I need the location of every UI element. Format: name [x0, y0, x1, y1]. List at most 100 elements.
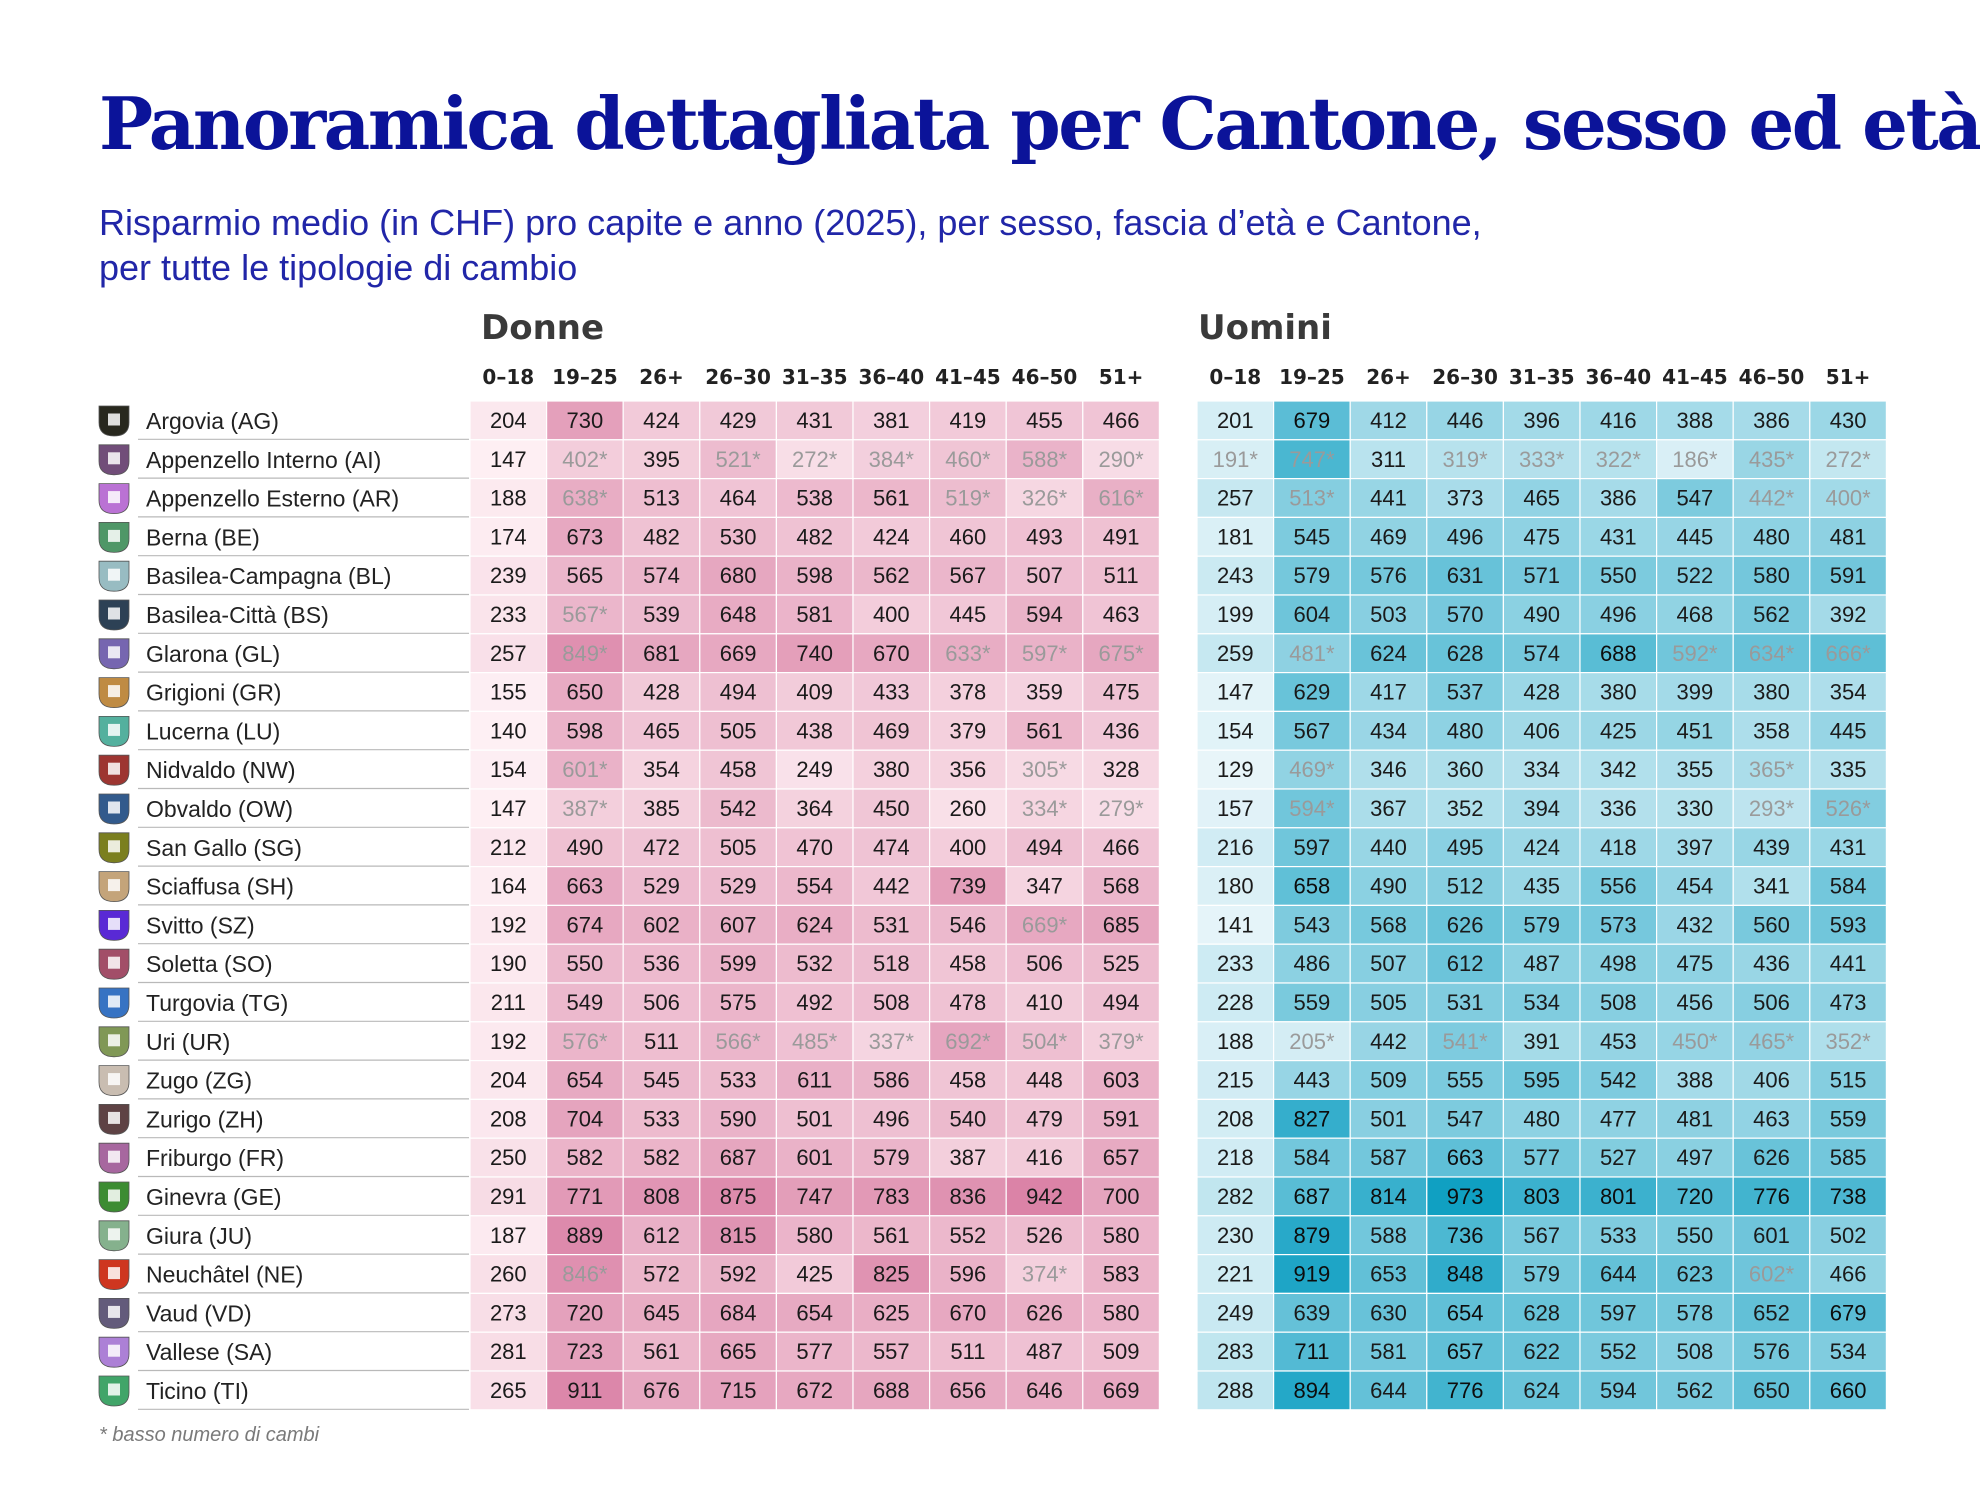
heatmap-cell — [1732, 439, 1811, 480]
heatmap-cell — [1655, 943, 1734, 984]
heatmap-cell — [1349, 1137, 1428, 1178]
cell-value: 186* — [1672, 447, 1718, 472]
cell-value: 164 — [490, 874, 527, 899]
cell-value: 354 — [1830, 680, 1867, 705]
heatmap-cell — [622, 478, 701, 519]
cell-value: 568 — [1103, 874, 1140, 899]
cell-value: 568 — [1370, 912, 1407, 937]
cell-value: 204 — [490, 1068, 527, 1093]
cell-value: 367 — [1370, 796, 1407, 821]
heatmap-cell — [1502, 400, 1581, 441]
heatmap-cell — [1426, 1137, 1505, 1178]
cell-value: 400 — [873, 602, 910, 627]
cell-value: 501 — [1370, 1106, 1407, 1131]
cell-value: 549 — [567, 990, 604, 1015]
heatmap-cell — [1349, 982, 1428, 1023]
cell-value: 386 — [1753, 408, 1790, 433]
cell-value: 598 — [567, 718, 604, 743]
cell-value: 602* — [1749, 1262, 1795, 1287]
canton-row-8: Grigioni (GR) — [98, 677, 469, 712]
heatmap-cell — [1809, 788, 1888, 829]
cell-value: 416 — [1600, 408, 1637, 433]
crest-giura-icon-detail — [108, 1228, 120, 1241]
cell-value: 259 — [1217, 641, 1254, 666]
cell-value: 311 — [1371, 447, 1406, 472]
cell-value: 738 — [1830, 1184, 1867, 1209]
cell-value: 429 — [720, 408, 757, 433]
heatmap-cell — [1082, 788, 1161, 829]
col-header-donne-9: 51+ — [1099, 365, 1144, 389]
heatmap-cell — [1502, 982, 1581, 1023]
cell-value: 684 — [720, 1300, 757, 1325]
cell-value: 827 — [1294, 1106, 1331, 1131]
cell-value: 506 — [1753, 990, 1790, 1015]
cell-value: 379 — [950, 718, 987, 743]
crest-basilea-citta-icon-detail — [108, 607, 120, 620]
cell-value: 730 — [567, 408, 604, 433]
cell-value: 450* — [1672, 1029, 1718, 1054]
heatmap-cell — [622, 1331, 701, 1372]
cell-value: 601 — [796, 1145, 833, 1170]
cell-value: 490 — [1523, 602, 1560, 627]
cell-value: 518 — [873, 951, 910, 976]
cell-value: 436 — [1103, 718, 1140, 743]
cell-value: 576 — [1753, 1339, 1790, 1364]
heatmap-cell — [928, 1176, 1007, 1217]
cell-value: 630 — [1370, 1300, 1407, 1325]
heatmap-cell — [469, 1137, 548, 1178]
cell-value: 140 — [490, 718, 527, 743]
cell-value: 230 — [1217, 1223, 1254, 1248]
cell-value: 611 — [797, 1068, 832, 1093]
cell-value: 590 — [720, 1106, 757, 1131]
cell-value: 505 — [720, 835, 757, 860]
heatmap-cell — [775, 400, 854, 441]
cell-value: 687 — [1294, 1184, 1331, 1209]
cell-value: 495 — [1447, 835, 1484, 860]
heatmap-cell — [469, 1370, 548, 1411]
cell-value: 942 — [1026, 1184, 1063, 1209]
heatmap-cell — [852, 1331, 931, 1372]
heatmap-cell — [1502, 749, 1581, 790]
canton-row-19: Zurigo (ZH) — [98, 1104, 469, 1139]
canton-name: Appenzello Interno (AI) — [146, 447, 381, 473]
heatmap-cell — [775, 594, 854, 635]
cell-value: 391 — [1523, 1029, 1560, 1054]
heatmap-cell — [1809, 1021, 1888, 1062]
cell-value: 218 — [1217, 1145, 1254, 1170]
cell-value: 919 — [1294, 1262, 1331, 1287]
heatmap-cell — [699, 555, 777, 596]
heatmap-cell — [1732, 749, 1811, 790]
crest-appenzello-esterno-icon-detail — [108, 491, 120, 504]
cell-value: 628 — [1447, 641, 1484, 666]
crest-svitto-icon-detail — [108, 917, 120, 930]
canton-name: Lucerna (LU) — [146, 718, 280, 744]
heatmap-cell — [1005, 1331, 1084, 1372]
cell-value: 566* — [715, 1029, 761, 1054]
cell-value: 305* — [1022, 757, 1068, 782]
heatmap-cell — [1502, 555, 1581, 596]
page-subtitle: Risparmio medio (in CHF) pro capite e an… — [99, 200, 1599, 290]
cell-value: 487 — [1523, 951, 1560, 976]
heatmap-cell — [469, 1059, 548, 1100]
cell-value: 180 — [1217, 874, 1254, 899]
cell-value: 497 — [1677, 1145, 1714, 1170]
col-header-donne-4: 26–30 — [705, 365, 771, 389]
cell-value: 654 — [1447, 1300, 1484, 1325]
canton-name: Sciaffusa (SH) — [146, 874, 294, 900]
cell-value: 454 — [1677, 874, 1714, 899]
cell-value: 506 — [643, 990, 680, 1015]
heatmap-cell — [1196, 1137, 1275, 1178]
cell-value: 736 — [1447, 1223, 1484, 1248]
crest-lucerna-icon-detail — [108, 723, 120, 736]
cell-value: 205* — [1289, 1029, 1335, 1054]
heatmap-cell — [622, 865, 701, 906]
heatmap-cell — [1732, 1253, 1811, 1294]
heatmap-cell — [928, 982, 1007, 1023]
heatmap-cell — [1809, 633, 1888, 674]
cell-value: 692* — [945, 1029, 991, 1054]
cell-value: 501 — [796, 1106, 833, 1131]
heatmap-cell — [775, 1137, 854, 1178]
heatmap-cell — [1426, 555, 1505, 596]
heatmap-cell — [469, 982, 548, 1023]
cell-value: 503 — [1370, 602, 1407, 627]
